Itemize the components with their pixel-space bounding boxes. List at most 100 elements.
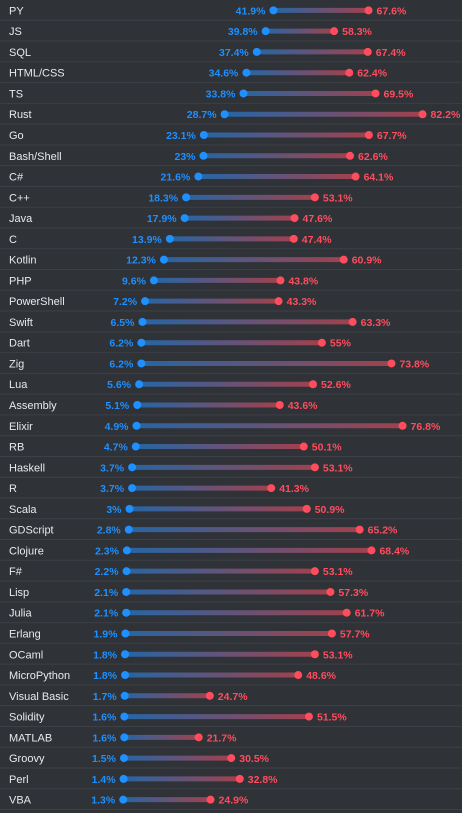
category-label: C++ bbox=[9, 192, 30, 204]
end-value-label: 62.4% bbox=[357, 68, 387, 80]
end-point bbox=[364, 6, 373, 15]
end-point bbox=[235, 774, 244, 783]
start-value-label: 1.8% bbox=[93, 649, 118, 661]
start-value-label: 34.6% bbox=[209, 68, 239, 80]
start-value-label: 37.4% bbox=[219, 47, 249, 59]
start-value-label: 2.2% bbox=[95, 566, 120, 578]
start-value-label: 18.3% bbox=[148, 192, 178, 204]
end-point bbox=[355, 525, 364, 534]
end-point bbox=[330, 27, 339, 36]
category-label: PHP bbox=[9, 275, 32, 287]
start-point bbox=[135, 380, 144, 389]
end-point bbox=[371, 89, 380, 98]
start-point bbox=[239, 89, 248, 98]
category-label: HTML/CSS bbox=[9, 68, 65, 80]
start-point bbox=[131, 442, 140, 451]
end-value-label: 41.3% bbox=[279, 483, 309, 495]
end-value-label: 51.5% bbox=[317, 712, 347, 724]
end-value-label: 43.8% bbox=[288, 275, 318, 287]
start-value-label: 12.3% bbox=[126, 255, 156, 267]
end-value-label: 63.3% bbox=[361, 317, 391, 329]
end-value-label: 73.8% bbox=[399, 358, 429, 370]
end-point bbox=[310, 193, 319, 202]
start-value-label: 4.7% bbox=[104, 442, 129, 454]
category-label: MicroPython bbox=[9, 670, 70, 682]
end-value-label: 21.7% bbox=[207, 732, 237, 744]
start-value-label: 5.1% bbox=[105, 400, 130, 412]
category-label: JS bbox=[9, 26, 22, 38]
end-value-label: 48.6% bbox=[306, 670, 336, 682]
end-point bbox=[418, 110, 427, 119]
start-point bbox=[141, 297, 150, 306]
category-label: Swift bbox=[9, 317, 33, 329]
start-value-label: 3.7% bbox=[100, 483, 125, 495]
start-value-label: 2.1% bbox=[94, 608, 119, 620]
start-value-label: 5.6% bbox=[107, 379, 132, 391]
end-value-label: 67.6% bbox=[377, 5, 407, 17]
start-value-label: 2.3% bbox=[95, 545, 120, 557]
start-point bbox=[199, 131, 208, 140]
category-label: Rust bbox=[9, 109, 32, 121]
end-value-label: 62.6% bbox=[358, 151, 388, 163]
start-value-label: 3.7% bbox=[100, 462, 125, 474]
start-value-label: 21.6% bbox=[161, 172, 191, 184]
start-point bbox=[120, 712, 129, 721]
end-value-label: 57.7% bbox=[340, 628, 370, 640]
end-point bbox=[310, 463, 319, 472]
end-value-label: 53.1% bbox=[323, 462, 353, 474]
end-value-label: 53.1% bbox=[323, 566, 353, 578]
category-label: Lisp bbox=[9, 587, 29, 599]
category-label: Go bbox=[9, 130, 24, 142]
start-point bbox=[121, 629, 130, 638]
start-point bbox=[119, 754, 128, 763]
end-point bbox=[398, 421, 407, 430]
start-point bbox=[121, 650, 130, 659]
end-value-label: 30.5% bbox=[239, 753, 269, 765]
end-value-label: 64.1% bbox=[364, 172, 394, 184]
end-value-label: 43.3% bbox=[287, 296, 317, 308]
end-point bbox=[227, 754, 236, 763]
category-label: R bbox=[9, 483, 17, 495]
start-point bbox=[137, 338, 146, 347]
start-value-label: 2.1% bbox=[94, 587, 119, 599]
start-value-label: 4.9% bbox=[105, 421, 130, 433]
start-point bbox=[137, 359, 146, 368]
start-point bbox=[121, 671, 130, 680]
start-value-label: 39.8% bbox=[228, 26, 258, 38]
category-label: TS bbox=[9, 88, 23, 100]
category-label: Solidity bbox=[9, 712, 45, 724]
end-value-label: 82.2% bbox=[431, 109, 461, 121]
category-label: PY bbox=[9, 5, 24, 17]
start-point bbox=[122, 608, 131, 617]
start-point bbox=[138, 317, 147, 326]
end-point bbox=[302, 504, 311, 513]
end-point bbox=[326, 587, 335, 596]
category-label: F# bbox=[9, 566, 23, 578]
start-value-label: 6.2% bbox=[109, 358, 134, 370]
category-label: C# bbox=[9, 172, 24, 184]
category-label: Elixir bbox=[9, 421, 33, 433]
end-point bbox=[267, 484, 276, 493]
start-value-label: 2.8% bbox=[97, 525, 122, 537]
start-point bbox=[125, 504, 134, 513]
end-point bbox=[274, 297, 283, 306]
end-value-label: 52.6% bbox=[321, 379, 351, 391]
end-value-label: 65.2% bbox=[368, 525, 398, 537]
start-point bbox=[120, 733, 129, 742]
start-value-label: 1.4% bbox=[92, 774, 117, 786]
end-point bbox=[205, 691, 214, 700]
start-value-label: 1.5% bbox=[92, 753, 117, 765]
category-label: PowerShell bbox=[9, 296, 65, 308]
end-point bbox=[299, 442, 308, 451]
end-value-label: 57.3% bbox=[338, 587, 368, 599]
start-point bbox=[122, 567, 131, 576]
category-label: Zig bbox=[9, 358, 24, 370]
category-label: Java bbox=[9, 213, 33, 225]
category-label: GDScript bbox=[9, 525, 54, 537]
end-point bbox=[194, 733, 203, 742]
category-label: Visual Basic bbox=[9, 691, 69, 703]
start-point bbox=[128, 463, 137, 472]
start-value-label: 1.7% bbox=[93, 691, 118, 703]
category-label: Assembly bbox=[9, 400, 57, 412]
